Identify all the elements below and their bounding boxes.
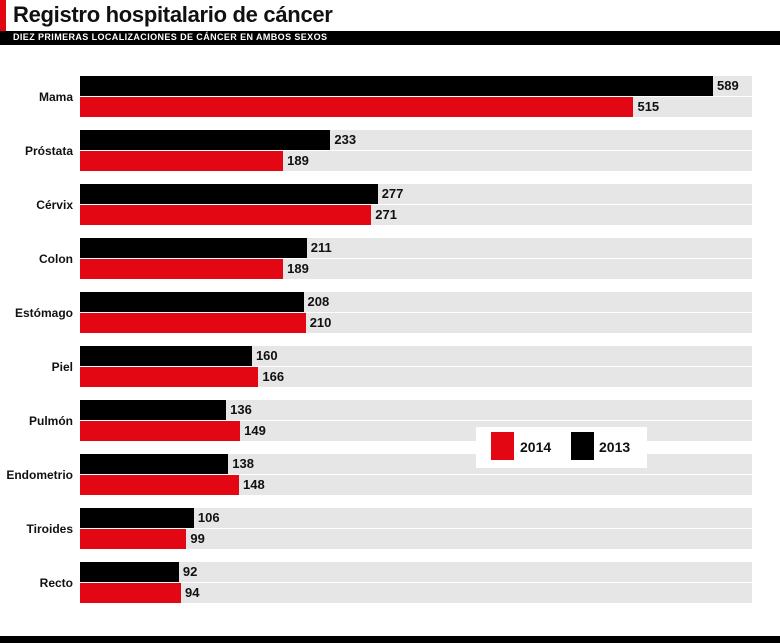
bar-2013 <box>80 238 307 258</box>
value-label-2014: 166 <box>262 369 285 384</box>
bar-2014 <box>80 97 634 117</box>
bar-track <box>80 562 752 582</box>
value-label-2014: 189 <box>287 153 309 168</box>
value-label-2013: 211 <box>310 240 332 255</box>
legend-label-2014: 2014 <box>520 439 552 455</box>
category-label: Recto <box>39 576 73 590</box>
value-label-2013: 160 <box>255 348 278 363</box>
value-label-2013: 589 <box>717 78 739 93</box>
bar-2013 <box>80 454 229 474</box>
category-label: Próstata <box>24 144 73 158</box>
value-label-2014: 149 <box>244 423 266 438</box>
bar-2013 <box>80 76 713 96</box>
legend: 2014 2013 <box>476 427 647 468</box>
bar-2014 <box>80 205 372 225</box>
legend-swatch-2014 <box>491 432 514 460</box>
bar-2013 <box>80 508 194 528</box>
bar-2014 <box>80 259 284 279</box>
subtitle-bar: DIEZ PRIMERAS LOCALIZACIONES DE CÁNCER E… <box>0 31 780 45</box>
bar-2014 <box>80 583 182 603</box>
bar-2013 <box>80 184 378 204</box>
bar-2014 <box>80 475 240 495</box>
value-label-2014: 189 <box>287 261 309 276</box>
category-label: Endometrio <box>6 468 73 482</box>
category-label: Cérvix <box>36 198 73 212</box>
value-label-2013: 277 <box>381 186 404 201</box>
category-label: Mama <box>38 90 73 104</box>
chart-subtitle: DIEZ PRIMERAS LOCALIZACIONES DE CÁNCER E… <box>13 32 328 42</box>
title-accent <box>0 0 6 31</box>
value-label-2013: 233 <box>334 132 357 147</box>
value-label-2014: 271 <box>375 207 397 222</box>
bar-track <box>80 475 752 495</box>
bar-2013 <box>80 292 304 312</box>
bar-track <box>80 400 752 420</box>
value-label-2013: 136 <box>230 402 252 417</box>
footer-bar <box>0 636 780 643</box>
category-label: Colon <box>39 252 73 266</box>
value-label-2013: 106 <box>197 510 220 525</box>
legend-swatch-2013 <box>571 432 594 460</box>
bar-2014 <box>80 421 241 441</box>
bar-2013 <box>80 400 227 420</box>
value-label-2014: 99 <box>190 531 205 546</box>
bar-2014 <box>80 529 187 549</box>
value-label-2014: 94 <box>185 585 200 600</box>
category-label: Pulmón <box>29 414 73 428</box>
value-label-2013: 208 <box>307 294 330 309</box>
legend-label-2013: 2013 <box>599 439 631 455</box>
category-label: Piel <box>51 360 73 374</box>
bar-2014 <box>80 313 306 333</box>
bar-2014 <box>80 367 259 387</box>
value-label-2014: 148 <box>243 477 265 492</box>
bar-2014 <box>80 151 284 171</box>
value-label-2014: 210 <box>309 315 332 330</box>
category-label: Tiroides <box>26 522 73 536</box>
bar-2013 <box>80 130 331 150</box>
bar-track <box>80 508 752 528</box>
value-label-2013: 138 <box>232 456 254 471</box>
category-label: Estómago <box>14 306 73 320</box>
bar-track <box>80 583 752 603</box>
value-label-2013: 92 <box>182 564 198 579</box>
value-label-2014: 515 <box>637 99 660 114</box>
bar-track <box>80 529 752 549</box>
bar-2013 <box>80 346 252 366</box>
chart-title: Registro hospitalario de cáncer <box>13 2 333 27</box>
bar-2013 <box>80 562 179 582</box>
